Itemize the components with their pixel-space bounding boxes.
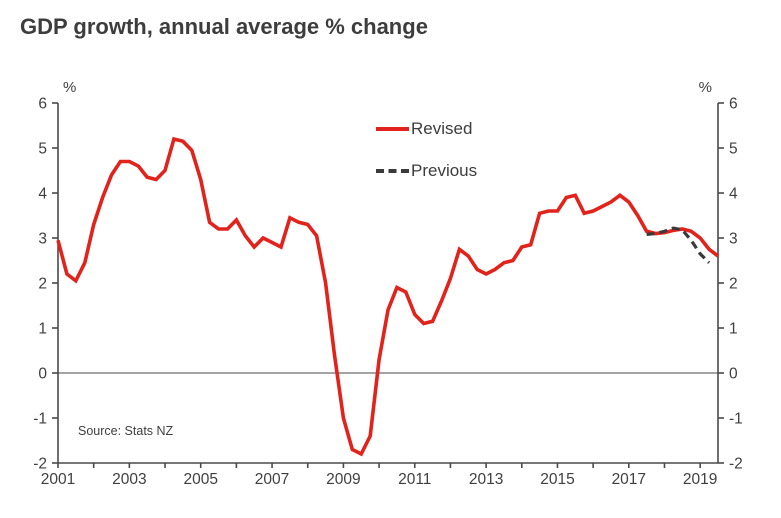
previous-line-sample-icon bbox=[376, 169, 409, 173]
svg-text:4: 4 bbox=[729, 185, 738, 202]
svg-text:5: 5 bbox=[729, 140, 738, 157]
svg-text:2019: 2019 bbox=[683, 471, 717, 488]
svg-text:1: 1 bbox=[729, 320, 738, 337]
left-axis-unit-label: % bbox=[63, 79, 77, 96]
svg-text:2: 2 bbox=[38, 275, 47, 292]
svg-text:2001: 2001 bbox=[41, 471, 75, 488]
chart-legend: Revised Previous bbox=[376, 119, 478, 180]
svg-text:2003: 2003 bbox=[112, 471, 146, 488]
svg-text:0: 0 bbox=[38, 365, 47, 382]
svg-text:1: 1 bbox=[38, 320, 47, 337]
legend-item-previous: Previous bbox=[376, 161, 478, 180]
svg-text:0: 0 bbox=[729, 365, 738, 382]
svg-text:2: 2 bbox=[729, 275, 738, 292]
right-axis-unit-label: % bbox=[698, 79, 712, 96]
svg-text:-2: -2 bbox=[729, 455, 743, 472]
chart-title: GDP growth, annual average % change bbox=[20, 14, 428, 39]
revised-line-sample-icon bbox=[376, 127, 409, 131]
svg-text:-2: -2 bbox=[33, 455, 47, 472]
svg-text:2017: 2017 bbox=[612, 471, 646, 488]
svg-text:5: 5 bbox=[38, 140, 47, 157]
svg-text:6: 6 bbox=[38, 95, 47, 112]
legend-label-previous: Previous bbox=[411, 161, 478, 180]
svg-text:2013: 2013 bbox=[469, 471, 503, 488]
svg-text:6: 6 bbox=[729, 95, 738, 112]
svg-text:2015: 2015 bbox=[540, 471, 574, 488]
svg-text:2011: 2011 bbox=[398, 471, 431, 488]
legend-label-revised: Revised bbox=[411, 119, 473, 138]
svg-text:2005: 2005 bbox=[183, 471, 217, 488]
svg-text:2009: 2009 bbox=[326, 471, 360, 488]
legend-item-revised: Revised bbox=[376, 119, 477, 138]
svg-text:-1: -1 bbox=[33, 410, 47, 427]
svg-text:-1: -1 bbox=[729, 410, 743, 427]
svg-text:3: 3 bbox=[38, 230, 47, 247]
source-note: Source: Stats NZ bbox=[78, 424, 174, 438]
svg-text:3: 3 bbox=[729, 230, 738, 247]
svg-text:4: 4 bbox=[38, 185, 47, 202]
svg-text:2007: 2007 bbox=[255, 471, 289, 488]
